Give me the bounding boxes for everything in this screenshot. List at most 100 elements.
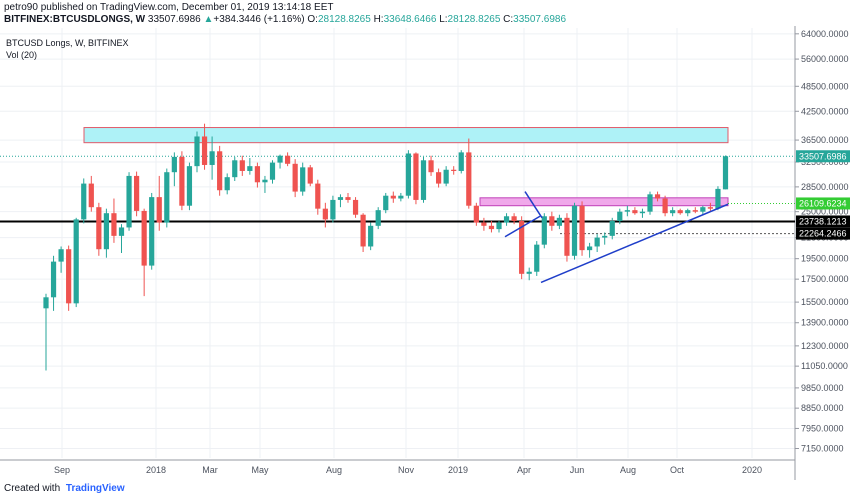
- candle-body[interactable]: [670, 210, 676, 214]
- candle-body[interactable]: [375, 210, 381, 226]
- time-tick-label: 2019: [448, 465, 468, 475]
- candle-body[interactable]: [43, 297, 49, 309]
- candle-body[interactable]: [503, 216, 510, 223]
- candle-body[interactable]: [481, 222, 487, 226]
- candle-body[interactable]: [66, 249, 72, 304]
- candle-body[interactable]: [224, 177, 230, 191]
- candle-body[interactable]: [58, 249, 64, 262]
- price-chart[interactable]: 64000.0000 56000.0000 48500.0000 42500.0000…: [0, 26, 850, 480]
- candle-body[interactable]: [330, 199, 336, 220]
- candle-body[interactable]: [360, 214, 366, 247]
- candle-body[interactable]: [541, 216, 547, 245]
- candle-body[interactable]: [134, 175, 140, 211]
- candle-body[interactable]: [398, 195, 404, 199]
- candle-body[interactable]: [428, 160, 434, 173]
- candle-body[interactable]: [156, 197, 162, 223]
- candle-body[interactable]: [624, 210, 630, 212]
- candle-body[interactable]: [488, 225, 495, 230]
- candle-body[interactable]: [50, 261, 57, 298]
- candle-body[interactable]: [654, 194, 661, 199]
- candle-body[interactable]: [677, 210, 683, 214]
- candle-body[interactable]: [277, 155, 283, 163]
- candle-body[interactable]: [315, 183, 321, 209]
- candle-body[interactable]: [390, 195, 396, 199]
- candle-body[interactable]: [383, 195, 389, 211]
- tradingview-logo[interactable]: TradingView: [65, 483, 125, 494]
- candle-body[interactable]: [707, 207, 713, 209]
- candle-body[interactable]: [81, 183, 87, 220]
- candle-body[interactable]: [571, 205, 578, 256]
- candle-body[interactable]: [602, 235, 608, 238]
- candle-body[interactable]: [715, 188, 721, 209]
- candle-body[interactable]: [247, 166, 253, 171]
- candle-body[interactable]: [194, 136, 200, 167]
- candle-body[interactable]: [534, 244, 540, 272]
- candle-body[interactable]: [639, 211, 646, 214]
- candle-body[interactable]: [587, 246, 593, 251]
- wedge-upper-line[interactable]: [524, 191, 543, 219]
- candle-body[interactable]: [126, 175, 132, 228]
- candle-body[interactable]: [269, 162, 276, 180]
- candle-body[interactable]: [352, 199, 359, 215]
- candle-body[interactable]: [179, 156, 185, 206]
- candle-body[interactable]: [511, 216, 517, 221]
- candle-body[interactable]: [519, 220, 525, 274]
- candle-body[interactable]: [632, 210, 638, 214]
- candle-body[interactable]: [473, 205, 479, 223]
- candle-body[interactable]: [579, 205, 585, 251]
- candle-body[interactable]: [186, 166, 193, 206]
- candle-body[interactable]: [141, 210, 147, 266]
- candle-body[interactable]: [436, 172, 442, 184]
- candle-body[interactable]: [700, 207, 706, 212]
- support-zone[interactable]: [479, 197, 729, 207]
- candle-body[interactable]: [722, 156, 729, 190]
- candle-body[interactable]: [201, 136, 208, 165]
- candle-body[interactable]: [209, 151, 215, 165]
- candle-body[interactable]: [345, 197, 351, 200]
- wedge-lower-line[interactable]: [504, 215, 541, 238]
- candle-body[interactable]: [368, 225, 374, 247]
- ascending-trendline[interactable]: [540, 203, 729, 284]
- candle-body[interactable]: [662, 198, 668, 214]
- candle-body[interactable]: [262, 179, 268, 183]
- candle-body[interactable]: [564, 217, 570, 256]
- candle-body[interactable]: [300, 167, 306, 192]
- candle-body[interactable]: [171, 156, 177, 173]
- candle-body[interactable]: [405, 153, 411, 196]
- candle-body[interactable]: [337, 197, 344, 200]
- candle-body[interactable]: [526, 271, 532, 274]
- candle-body[interactable]: [556, 217, 562, 226]
- candle-body[interactable]: [496, 222, 502, 230]
- candle-body[interactable]: [292, 163, 298, 192]
- candle-body[interactable]: [254, 166, 260, 183]
- candle-body[interactable]: [217, 151, 223, 191]
- candle-body[interactable]: [164, 172, 170, 223]
- resistance-zone[interactable]: [83, 127, 729, 144]
- candle-body[interactable]: [232, 160, 238, 178]
- candle-body[interactable]: [239, 160, 245, 171]
- candle-body[interactable]: [111, 213, 117, 236]
- candle-body[interactable]: [88, 183, 94, 208]
- candle-body[interactable]: [458, 152, 464, 171]
- candle-body[interactable]: [617, 211, 623, 221]
- candle-body[interactable]: [285, 155, 291, 164]
- candle-body[interactable]: [103, 213, 109, 250]
- candle-body[interactable]: [647, 194, 653, 212]
- candle-body[interactable]: [307, 167, 313, 184]
- candle-body[interactable]: [443, 169, 449, 184]
- candle-body[interactable]: [420, 160, 427, 200]
- candle-body[interactable]: [692, 210, 698, 212]
- candle-body[interactable]: [322, 208, 328, 220]
- candle-body[interactable]: [609, 220, 615, 236]
- candle-body[interactable]: [685, 210, 691, 214]
- candle-body[interactable]: [149, 197, 155, 266]
- candle-body[interactable]: [466, 152, 472, 206]
- price-tick-label: 7150.0000: [801, 444, 844, 454]
- candle-body[interactable]: [96, 207, 102, 250]
- candle-body[interactable]: [549, 216, 555, 226]
- candle-body[interactable]: [594, 237, 600, 247]
- candle-body[interactable]: [451, 169, 457, 171]
- candle-body[interactable]: [73, 219, 79, 304]
- candle-body[interactable]: [413, 153, 419, 200]
- candle-body[interactable]: [118, 227, 125, 236]
